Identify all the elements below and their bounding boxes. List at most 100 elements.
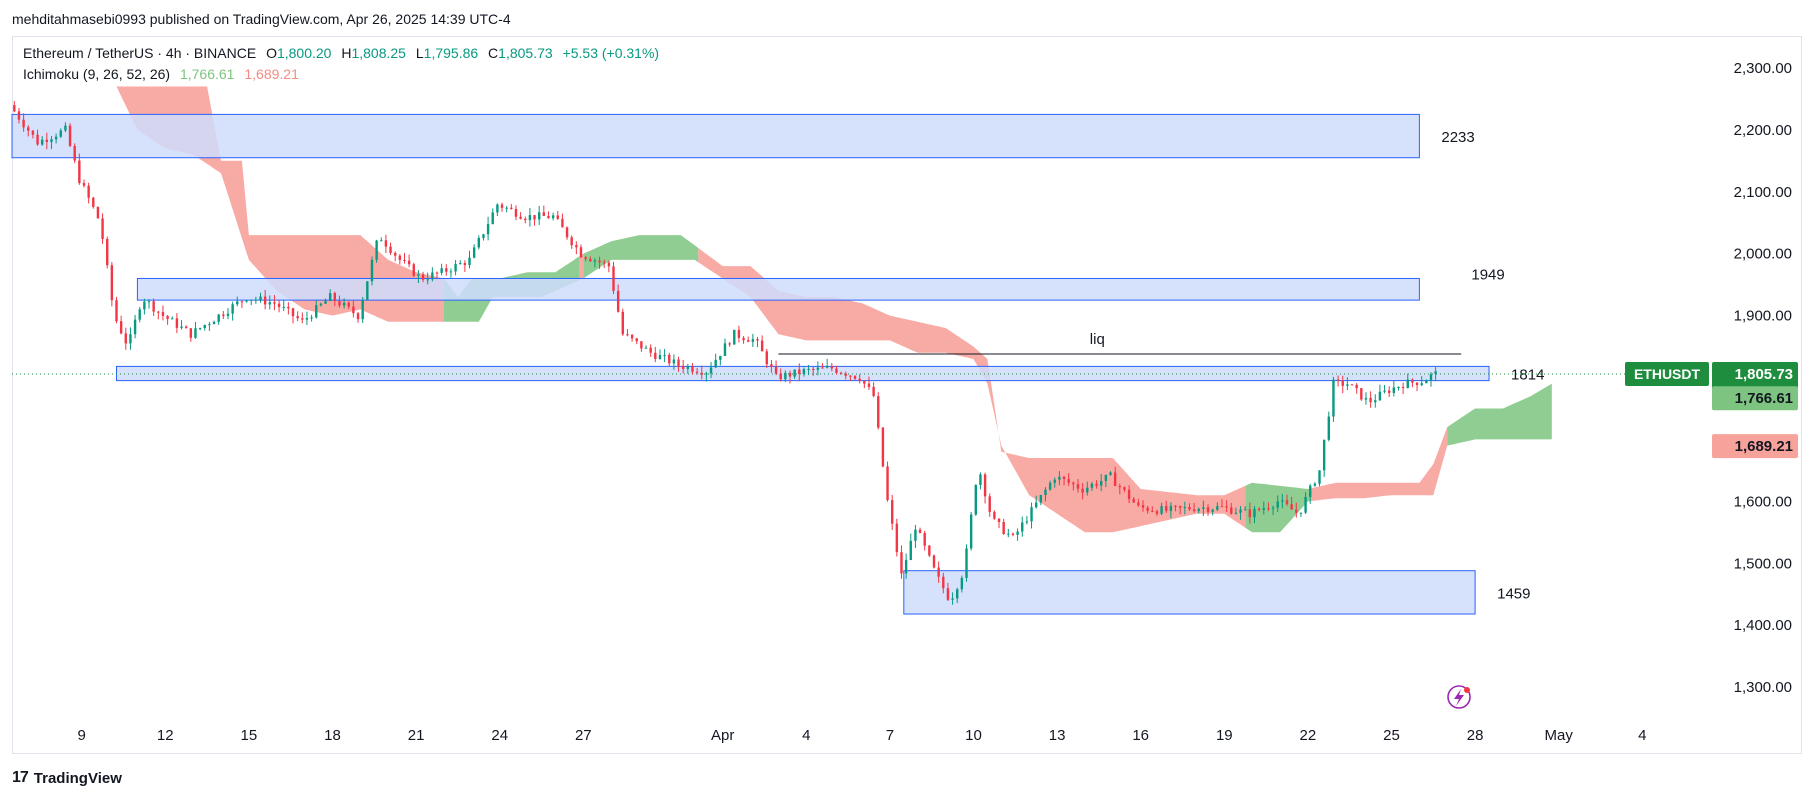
candle-body <box>853 375 857 379</box>
candle-body <box>1188 507 1191 510</box>
x-tick-label: 15 <box>241 727 258 744</box>
candle-body <box>305 318 309 320</box>
candle-body <box>881 427 885 467</box>
candle-body <box>250 299 253 301</box>
candle-body <box>621 311 624 335</box>
candle-body <box>1383 390 1386 392</box>
candle-body <box>157 311 160 313</box>
x-tick-label: 27 <box>575 727 592 744</box>
candle-body <box>226 313 230 316</box>
y-tick-label: 1,500.00 <box>1734 555 1792 572</box>
candle-body <box>542 212 546 216</box>
candle-body <box>82 183 86 186</box>
candle-body <box>1374 400 1377 403</box>
candle-body <box>965 548 968 578</box>
candle-body <box>1058 476 1061 480</box>
candle-body <box>101 218 104 239</box>
candle-body <box>236 301 239 305</box>
candle-body <box>1104 474 1108 481</box>
candle-body <box>1332 379 1335 417</box>
candle-body <box>361 299 364 320</box>
candle-body <box>273 302 276 304</box>
candle-body <box>245 300 248 302</box>
high-key: H <box>341 45 352 61</box>
candle-body <box>333 293 337 302</box>
candle-body <box>788 372 792 377</box>
tradingview-logo[interactable]: 17 TradingView <box>12 769 122 787</box>
candle-body <box>1281 500 1284 502</box>
candle-body <box>1086 487 1089 493</box>
candle-body <box>635 338 638 342</box>
candle-body <box>500 204 504 208</box>
candle-body <box>598 260 601 263</box>
candle-body <box>1248 509 1252 518</box>
candle-body <box>812 369 815 371</box>
candle-body <box>1318 470 1321 484</box>
candle-body <box>1030 507 1033 522</box>
candle-body <box>1336 379 1340 381</box>
candle-body <box>78 160 81 184</box>
candle-body <box>997 518 1001 523</box>
candle-body <box>960 577 964 590</box>
candle-body <box>839 372 843 374</box>
candle-body <box>1434 371 1437 375</box>
indicator-tag <box>1712 434 1798 459</box>
candle-body <box>22 119 25 128</box>
candle-body <box>1276 501 1279 508</box>
candle-body <box>152 301 155 312</box>
candle-body <box>900 552 903 574</box>
candle-body <box>1137 502 1140 506</box>
candle-body <box>1346 384 1349 386</box>
candle-body <box>691 366 694 372</box>
candle-body <box>1155 511 1159 514</box>
ichimoku-cloud-bearish <box>1311 427 1448 501</box>
candle-body <box>1100 480 1103 486</box>
candle-body <box>765 351 768 365</box>
candle-body <box>1406 379 1409 388</box>
candle-body <box>268 302 271 305</box>
candle-body <box>756 339 759 341</box>
zone-1459 <box>903 570 1476 615</box>
candle-body <box>175 318 179 328</box>
chart-frame <box>12 36 1802 754</box>
y-tick-label: 1,600.00 <box>1734 493 1792 510</box>
candle-body <box>143 301 146 310</box>
candle-body <box>73 145 76 161</box>
candle-body <box>1369 397 1372 403</box>
candle-body <box>27 127 30 131</box>
candle-body <box>1007 533 1010 535</box>
candle-body <box>867 383 871 387</box>
candle-body <box>519 216 522 219</box>
candle-body <box>1141 505 1145 508</box>
candle-body <box>1364 397 1368 400</box>
candle-body <box>979 474 982 486</box>
candle-body <box>68 125 72 146</box>
indicator-value-2: 1,689.21 <box>244 66 299 82</box>
close-value: 1,805.73 <box>498 45 553 61</box>
x-tick-label: 22 <box>1300 727 1317 744</box>
x-tick-label: 25 <box>1383 727 1400 744</box>
candle-body <box>124 333 127 344</box>
candle-body <box>1174 505 1177 507</box>
candle-body <box>1053 479 1056 483</box>
candle-body <box>356 313 360 320</box>
candle-body <box>1021 522 1024 532</box>
candle-body <box>1290 504 1293 510</box>
candle-body <box>259 296 262 300</box>
candle-body <box>714 359 717 368</box>
candle-body <box>1178 506 1182 508</box>
candle-body <box>1016 531 1019 535</box>
candle-body <box>640 341 643 349</box>
y-tick-label: 1,400.00 <box>1734 617 1792 634</box>
candle-body <box>802 369 806 374</box>
candle-body <box>668 354 671 364</box>
x-tick-label: 10 <box>965 727 982 744</box>
x-tick-label: 21 <box>408 727 425 744</box>
candle-body <box>366 281 369 300</box>
candle-body <box>472 247 476 258</box>
candle-body <box>277 303 281 308</box>
x-tick-label: 7 <box>886 727 894 744</box>
candle-body <box>435 272 439 274</box>
candle-body <box>1216 506 1219 510</box>
